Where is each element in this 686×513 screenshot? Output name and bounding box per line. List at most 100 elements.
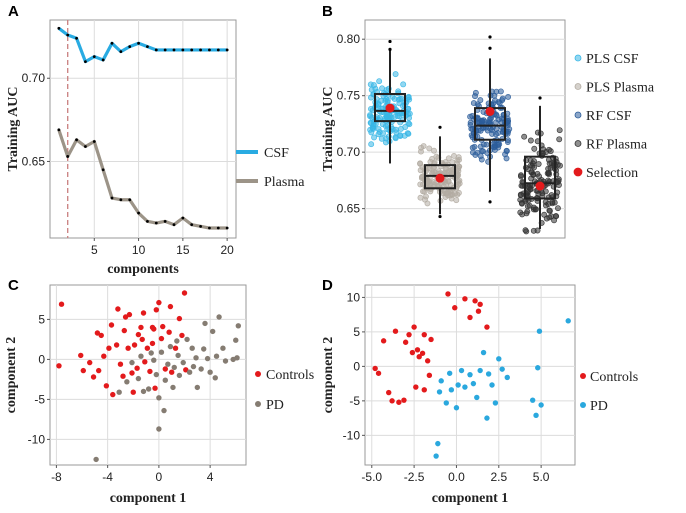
pls-plasma-jitter-point (418, 148, 424, 155)
csf-data-point (57, 26, 61, 30)
panel-d-points (372, 291, 571, 459)
pd-data-point (194, 384, 201, 391)
pd-data-point (212, 375, 218, 381)
controls-data-point (156, 299, 162, 306)
rf-csf-selection-marker (485, 106, 495, 116)
plasma-data-point (128, 198, 132, 202)
panel-a-x-tick-label: 20 (220, 243, 234, 257)
panel-c-points (56, 290, 242, 463)
controls-data-point (78, 352, 84, 359)
controls-data-point (117, 361, 124, 367)
csf-series-line (57, 27, 228, 64)
pd-data-point (489, 382, 495, 388)
controls-data-point (138, 324, 144, 331)
pd-data-point (222, 358, 229, 364)
controls-data-point (160, 323, 166, 330)
controls-data-point (472, 298, 478, 304)
panel-b-box-plot: Training AUC PLS CSF PLS Plasma RF CSF RF P… (321, 19, 655, 239)
legend-label-rf-csf: RF CSF (586, 109, 632, 124)
pd-data-point (140, 388, 147, 395)
pls-csf-jitter-point (406, 114, 413, 121)
plasma-data-point (66, 155, 70, 158)
pls-csf-jitter-point (396, 113, 403, 120)
rf-plasma-jitter-point (527, 137, 534, 144)
pd-data-point (484, 415, 490, 421)
pd-data-point (448, 387, 455, 393)
rf-csf-jitter-point (505, 137, 511, 144)
pd-data-point (209, 328, 216, 335)
pd-data-point (156, 426, 162, 432)
controls-data-point (416, 354, 422, 360)
panel-b-y-tick-label: 0.75 (337, 89, 361, 103)
controls-data-point (94, 330, 101, 336)
csf-data-point (146, 45, 149, 49)
rf-csf-jitter-point (471, 143, 478, 150)
panel-c-plot-area (49, 284, 247, 466)
pd-data-point (458, 367, 465, 374)
panel-a-y-tick-label: 0.70 (22, 71, 46, 85)
controls-data-point (130, 389, 136, 395)
csf-data-point (172, 48, 176, 52)
panel-a-y-axis-title: Training AUC (6, 87, 21, 172)
controls-data-point (115, 306, 121, 312)
rf-csf-jitter-point (479, 118, 486, 125)
rf-plasma-jitter-point (542, 202, 549, 209)
pls-plasma-jitter-point (445, 192, 451, 199)
rf-csf-jitter-point (472, 89, 479, 96)
legend-label-plasma: Plasma (264, 175, 305, 190)
pd-data-point (158, 349, 165, 355)
panel-d-scatter-plot: component 1 component 2 Controls PD -5.0… (321, 284, 638, 506)
plasma-data-point (154, 221, 158, 225)
panel-c-y-tick-label: -10 (28, 432, 46, 446)
legend-marker-controls (255, 371, 261, 377)
legend-marker-pd (255, 401, 261, 407)
panel-d-x-tick-label: 2.5 (490, 470, 507, 484)
rf-csf-outlier-point (488, 35, 492, 39)
plasma-data-point (110, 196, 114, 200)
controls-data-point (183, 367, 189, 373)
pd-data-point (220, 345, 226, 351)
panel-a-gridlines (50, 20, 236, 238)
pls-plasma-jitter-point (426, 145, 433, 152)
rf-plasma-jitter-point (535, 161, 542, 167)
pd-data-point (198, 366, 204, 372)
controls-data-point (142, 359, 148, 365)
controls-data-point (95, 367, 102, 374)
controls-data-point (414, 347, 421, 353)
pd-data-point (148, 350, 154, 356)
rf-csf-jitter-point (503, 155, 510, 162)
controls-data-point (402, 339, 409, 345)
rf-plasma-jitter-point (556, 127, 563, 134)
pls-plasma-jitter-point (417, 160, 424, 167)
panel-d-x-tick-label: 0.0 (448, 470, 465, 484)
panel-letter-c: C (8, 277, 19, 294)
panel-c-x-tick-label: 4 (207, 470, 214, 484)
controls-data-point (80, 367, 87, 374)
pd-data-point (213, 353, 220, 359)
pd-data-point (175, 352, 181, 359)
pls-csf-jitter-point (402, 124, 409, 130)
pd-data-point (462, 384, 468, 390)
controls-data-point (172, 345, 179, 351)
pls-csf-jitter-point (406, 96, 413, 103)
plasma-data-point (216, 226, 220, 230)
csf-data-point (208, 48, 211, 52)
controls-data-point (413, 384, 419, 390)
legend-marker-selection (573, 167, 583, 177)
legend-marker-controls (580, 373, 586, 379)
rf-plasma-jitter-point (551, 217, 558, 224)
pd-data-point (435, 440, 441, 447)
pd-data-point (443, 400, 449, 406)
controls-data-point (419, 350, 426, 356)
pd-data-point (170, 384, 176, 391)
csf-data-point (84, 60, 87, 64)
rf-plasma-box (524, 155, 556, 200)
controls-data-point (152, 385, 158, 391)
pls-csf-outlier-point (388, 39, 392, 44)
csf-data-point (110, 41, 114, 45)
panel-b-boxes (367, 35, 563, 235)
panel-a-x-axis-title: components (107, 262, 179, 277)
panel-b-y-axis-title: Training AUC (321, 87, 336, 172)
controls-data-point (101, 353, 107, 359)
